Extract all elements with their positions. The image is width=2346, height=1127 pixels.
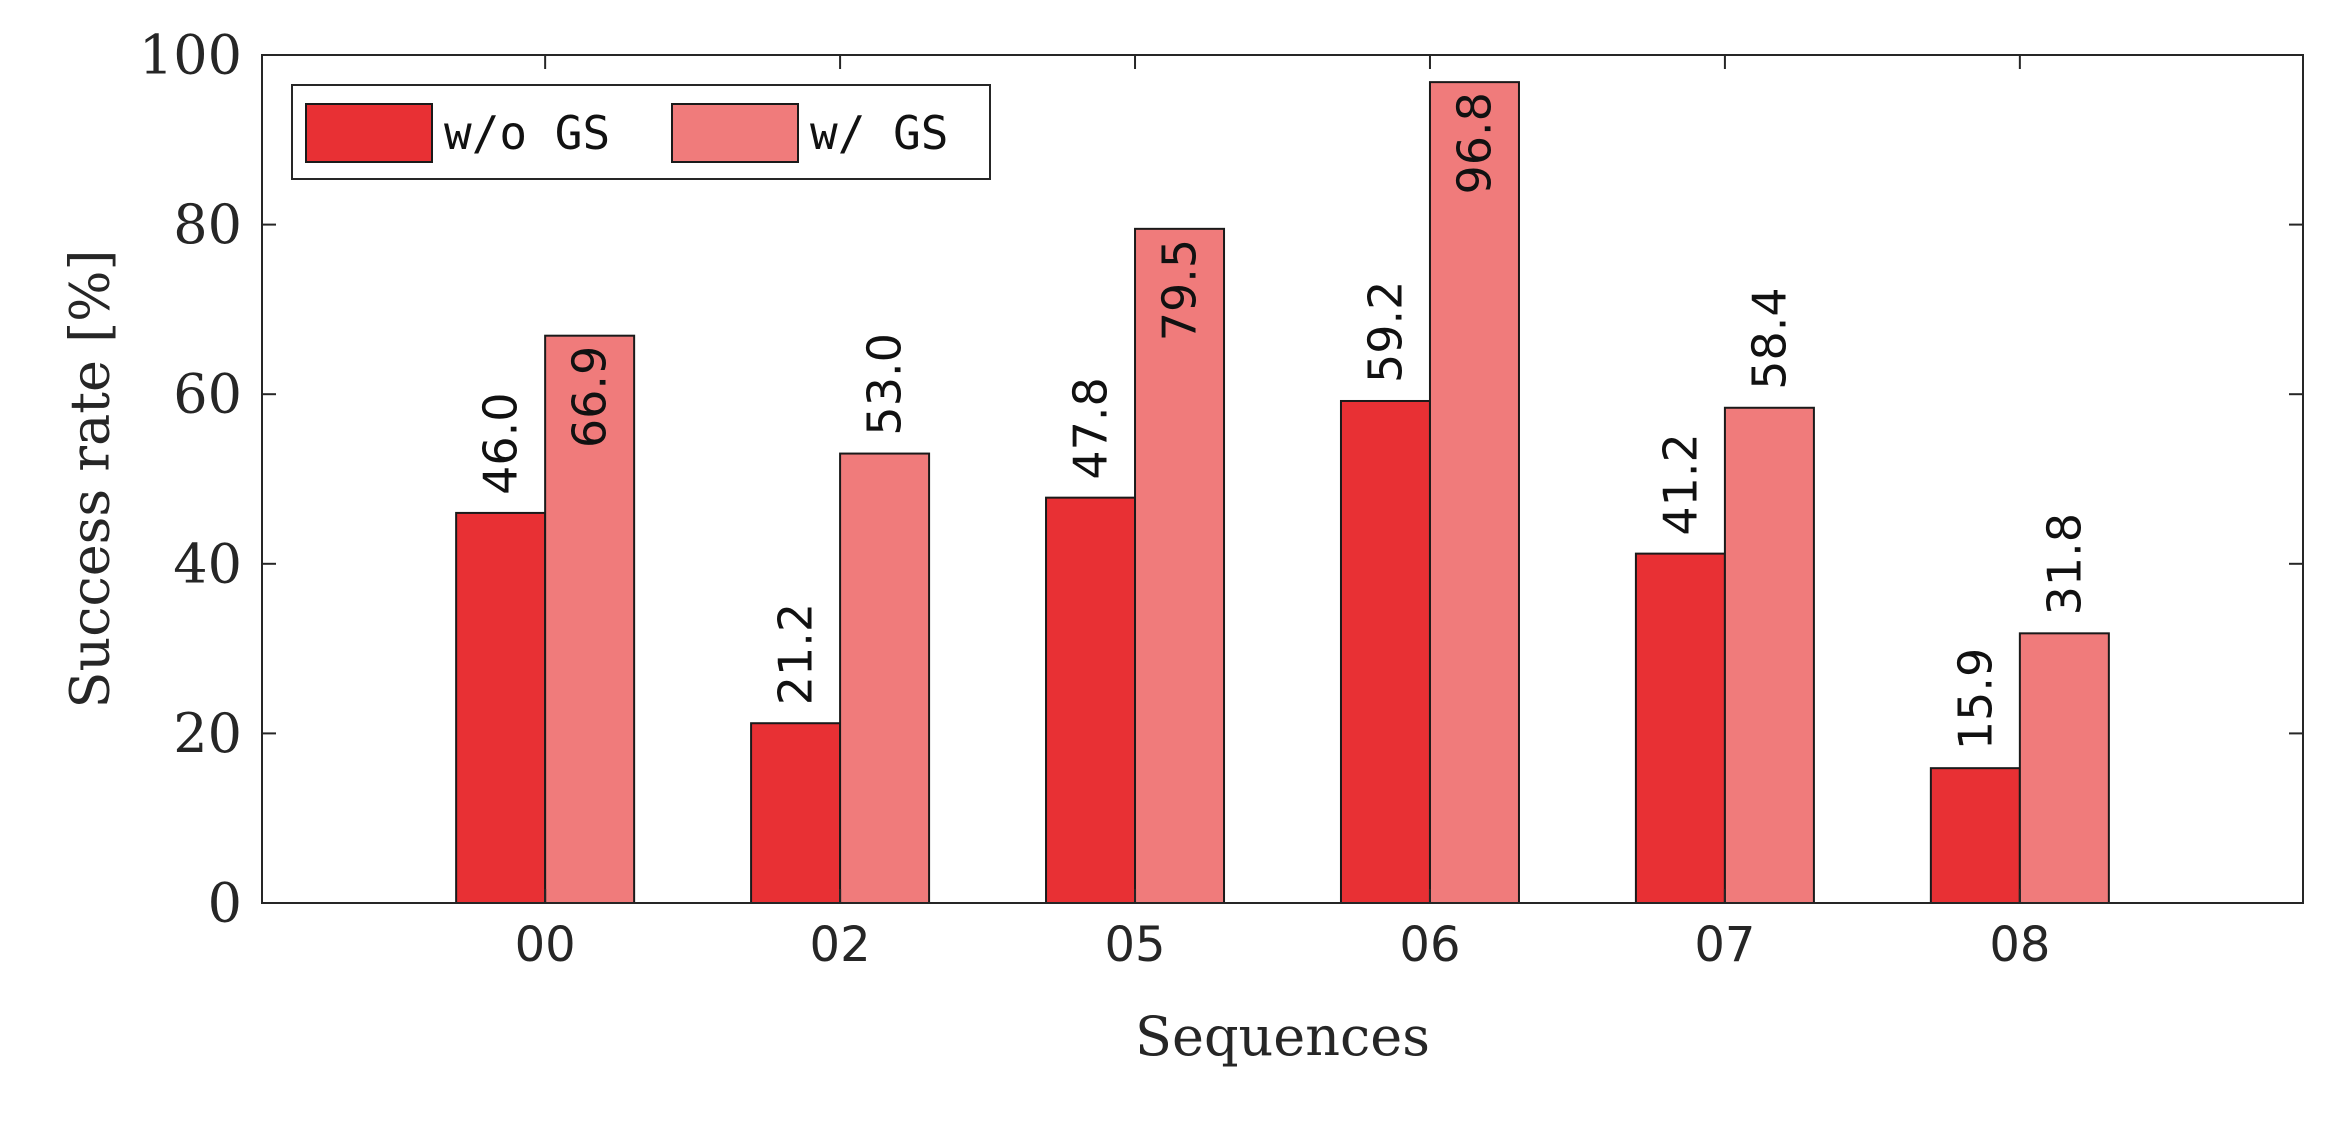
legend-label-w-o-gs: w/o GS (444, 106, 610, 160)
bar-w-o-gs-06 (1339, 399, 1431, 904)
bar-w-gs-00 (544, 334, 636, 904)
value-label-w-o-gs-00: 46.0 (474, 392, 528, 494)
bar-w-gs-02 (839, 452, 931, 904)
x-axis-title: Sequences (1135, 1005, 1430, 1068)
y-tick-label-60: 60 (173, 363, 242, 426)
x-tick-label-07: 07 (1694, 917, 1755, 973)
value-label-w-o-gs-07: 41.2 (1653, 433, 1707, 535)
value-label-w-gs-06: 96.8 (1447, 92, 1501, 194)
y-tick-label-100: 100 (139, 24, 242, 87)
y-tick-label-40: 40 (173, 532, 242, 595)
y-axis: 0 20 40 60 80 100 (139, 24, 2303, 935)
legend-swatch-w-o-gs (305, 103, 433, 163)
legend-label-w-gs: w/ GS (810, 106, 948, 160)
y-axis-title: Success rate [%] (59, 249, 122, 708)
bar-w-gs-07 (1723, 406, 1815, 904)
y-tick-label-80: 80 (173, 193, 242, 256)
x-tick-label-08: 08 (1989, 917, 2050, 973)
value-label-w-o-gs-08: 15.9 (1948, 648, 2002, 750)
value-label-w-o-gs-02: 21.2 (769, 603, 823, 705)
bar-w-o-gs-05 (1045, 496, 1137, 904)
x-tick-label-05: 05 (1104, 917, 1165, 973)
bar-w-o-gs-07 (1634, 552, 1726, 905)
value-label-w-gs-07: 58.4 (1742, 287, 1796, 389)
y-tick-label-20: 20 (173, 702, 242, 765)
bar-w-o-gs-08 (1929, 767, 2021, 905)
x-tick-label-06: 06 (1399, 917, 1460, 973)
x-axis: 00 02 05 06 07 08 (515, 55, 2050, 973)
legend: w/o GS w/ GS (291, 84, 991, 180)
value-label-w-gs-05: 79.5 (1153, 239, 1207, 341)
value-label-w-gs-00: 66.9 (563, 346, 617, 448)
bar-w-o-gs-02 (750, 722, 842, 904)
bar-w-gs-06 (1428, 81, 1520, 905)
bar-w-o-gs-00 (455, 511, 547, 904)
value-labels-layer: 46.0 66.9 21.2 53.0 47.8 79.5 59.2 96.8 41.2 58.4… (474, 92, 2092, 750)
value-label-w-gs-08: 31.8 (2037, 513, 2091, 615)
bars-layer (455, 81, 2110, 905)
plot-area-frame (261, 54, 2304, 904)
value-label-w-o-gs-05: 47.8 (1064, 377, 1118, 479)
value-label-w-o-gs-06: 59.2 (1358, 281, 1412, 383)
value-label-w-gs-02: 53.0 (858, 333, 912, 435)
x-tick-label-02: 02 (810, 917, 871, 973)
bar-w-gs-08 (2018, 632, 2110, 904)
legend-swatch-w-gs (671, 103, 799, 163)
y-tick-label-0: 0 (208, 872, 242, 935)
x-tick-label-00: 00 (515, 917, 576, 973)
